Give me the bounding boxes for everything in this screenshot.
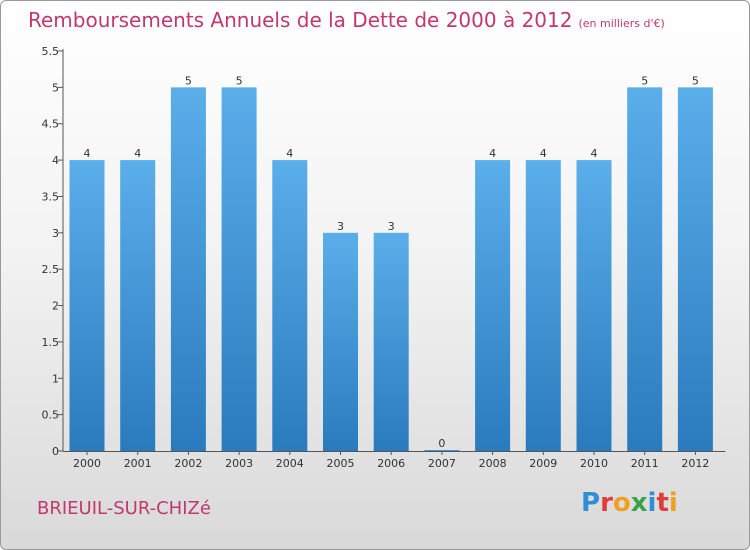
bar: [272, 160, 308, 451]
y-tick-label: 1.5: [42, 336, 60, 349]
bar: [525, 160, 561, 451]
x-tick-label: 2001: [124, 457, 152, 470]
bar: [323, 232, 358, 451]
y-tick-label: 3: [52, 227, 59, 240]
chart-title: Remboursements Annuels de la Dette de 20…: [28, 8, 665, 32]
data-label: 4: [134, 147, 141, 160]
y-tick-label: 0.5: [42, 409, 60, 422]
logo-letter: P: [581, 488, 601, 518]
x-tick-label: 2004: [276, 457, 304, 470]
proxiti-logo: Proxiti: [581, 488, 678, 518]
data-label: 4: [84, 147, 91, 160]
y-tick-label: 0: [52, 445, 59, 458]
data-label: 4: [591, 147, 598, 160]
y-tick-label: 3.5: [42, 190, 60, 203]
x-tick-label: 2010: [580, 457, 608, 470]
data-label: 5: [236, 74, 243, 87]
bar: [373, 232, 409, 451]
y-tick-label: 2.5: [42, 263, 60, 276]
x-tick-label: 2012: [681, 457, 709, 470]
y-tick-label: 4.5: [42, 118, 60, 131]
y-tick-label: 2: [52, 300, 59, 313]
bar: [120, 160, 156, 451]
x-tick-label: 2000: [73, 457, 101, 470]
bar: [475, 160, 511, 451]
bar: [170, 87, 206, 451]
x-tick-label: 2009: [529, 457, 557, 470]
logo-letter: i: [668, 488, 678, 518]
unit-label: (en milliers d'€): [578, 17, 665, 30]
x-tick-label: 2007: [428, 457, 456, 470]
data-label: 3: [337, 220, 344, 233]
y-tick-label: 5.5: [42, 45, 60, 58]
data-label: 3: [388, 220, 395, 233]
x-tick-label: 2003: [225, 457, 253, 470]
data-label: 5: [692, 74, 699, 87]
x-tick-label: 2005: [327, 457, 355, 470]
x-tick-label: 2006: [377, 457, 405, 470]
logo-letter: o: [612, 488, 631, 518]
data-label: 5: [185, 74, 192, 87]
bar: [576, 160, 612, 451]
bar: [221, 87, 257, 451]
town-name: BRIEUIL-SUR-CHIZé: [37, 498, 211, 519]
x-tick-label: 2002: [174, 457, 202, 470]
title-text: Remboursements Annuels de la Dette de 20…: [28, 8, 573, 32]
y-tick-label: 4: [52, 154, 59, 167]
y-tick-label: 1: [52, 372, 59, 385]
x-tick-label: 2008: [479, 457, 507, 470]
bar: [627, 87, 663, 451]
bar: [677, 87, 713, 451]
bar: [69, 160, 105, 451]
y-tick-label: 5: [52, 81, 59, 94]
data-label: 5: [641, 74, 648, 87]
data-label: 4: [286, 147, 293, 160]
bar: [424, 450, 460, 451]
logo-letter: i: [647, 488, 657, 518]
x-tick-label: 2011: [631, 457, 659, 470]
logo-letter: t: [656, 488, 669, 518]
logo-letter: x: [630, 488, 648, 518]
data-label: 0: [438, 437, 445, 450]
data-label: 4: [540, 147, 547, 160]
data-label: 4: [489, 147, 496, 160]
logo-letter: r: [600, 488, 613, 518]
